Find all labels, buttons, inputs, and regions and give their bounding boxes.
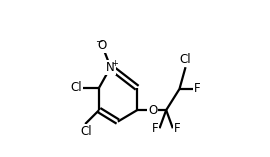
- Text: F: F: [194, 82, 201, 95]
- Text: O: O: [97, 39, 107, 52]
- Text: O: O: [148, 104, 157, 117]
- Text: Cl: Cl: [180, 53, 191, 66]
- Text: −: −: [95, 37, 103, 46]
- Text: Cl: Cl: [70, 81, 82, 94]
- Text: +: +: [111, 59, 118, 68]
- Text: N: N: [106, 61, 115, 74]
- Text: F: F: [152, 122, 158, 135]
- Text: F: F: [174, 122, 181, 135]
- Text: Cl: Cl: [80, 125, 92, 138]
